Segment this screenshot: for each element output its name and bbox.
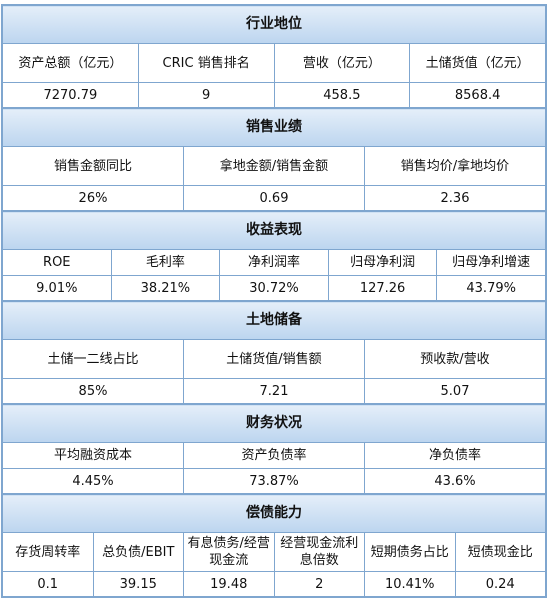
metric-label: 净负债率 [364,442,546,469]
value-row: 4.45% 73.87% 43.6% [2,468,546,494]
metric-label: 土储货值/销售额 [183,339,365,379]
metric-label: 短债现金比 [454,532,546,572]
metric-label: CRIC 销售排名 [137,43,275,83]
label-row: 资产总额（亿元） CRIC 销售排名 营收（亿元） 土储货值（亿元） [2,43,546,83]
section-title: 偿债能力 [2,494,546,533]
metric-label: 归母净利润 [327,249,438,276]
section-table: 行业地位 资产总额（亿元） CRIC 销售排名 营收（亿元） 土储货值（亿元） 7270.… [2,5,546,108]
label-row: 存货周转率 总负债/EBIT 有息债务/经营现金流 经营现金流利息倍数 短期债务占比 短债… [2,532,546,572]
metric-value: 73.87% [183,468,365,494]
metric-label: 经营现金流利息倍数 [273,532,365,572]
metric-label: 平均融资成本 [2,442,184,469]
section-header-row: 偿债能力 [2,494,546,533]
metric-value: 0.1 [2,571,94,597]
metric-label: 归母净利增速 [436,249,546,276]
metric-value: 2.36 [364,185,546,211]
metric-label: 净利润率 [219,249,329,276]
value-row: 9.01% 38.21% 30.72% 127.26 43.79% [2,275,546,301]
metric-label: 营收（亿元） [273,43,411,83]
label-row: 销售金额同比 拿地金额/销售金额 销售均价/拿地均价 [2,146,546,186]
section-table: 财务状况 平均融资成本 资产负债率 净负债率 4.45% 73.87% 43.6% [2,404,546,494]
metric-value: 127.26 [327,275,438,301]
metric-value: 458.5 [273,82,411,108]
metric-label: ROE [2,249,112,276]
metric-value: 9.01% [2,275,112,301]
section-title: 财务状况 [2,404,546,443]
metric-value: 39.15 [92,571,184,597]
indicator-table: 行业地位 资产总额（亿元） CRIC 销售排名 营收（亿元） 土储货值（亿元） 7270.… [1,4,547,598]
metric-value: 43.79% [436,275,546,301]
metric-label: 土储一二线占比 [2,339,184,379]
metric-value: 43.6% [364,468,546,494]
page: 行业地位 资产总额（亿元） CRIC 销售排名 营收（亿元） 土储货值（亿元） 7270.… [1,4,547,598]
metric-label: 拿地金额/销售金额 [183,146,365,186]
value-row: 0.1 39.15 19.48 2 10.41% 0.24 [2,571,546,597]
metric-label: 土储货值（亿元） [409,43,546,83]
metric-value: 30.72% [219,275,329,301]
metric-value: 7270.79 [2,82,139,108]
metric-value: 8568.4 [409,82,546,108]
metric-label: 销售均价/拿地均价 [364,146,546,186]
section-table: 收益表现 ROE 毛利率 净利润率 归母净利润 归母净利增速 9.01% 38.21% 30.7… [2,211,546,301]
section-title: 土地储备 [2,301,546,340]
metric-value: 7.21 [183,378,365,404]
section-title: 销售业绩 [2,108,546,147]
metric-label: 存货周转率 [2,532,94,572]
metric-value: 0.24 [454,571,546,597]
metric-value: 26% [2,185,184,211]
section-header-row: 收益表现 [2,211,546,250]
value-row: 85% 7.21 5.07 [2,378,546,404]
section-header-row: 行业地位 [2,5,546,44]
metric-value: 0.69 [183,185,365,211]
metric-value: 5.07 [364,378,546,404]
metric-label: 毛利率 [110,249,221,276]
metric-value: 4.45% [2,468,184,494]
metric-value: 19.48 [183,571,275,597]
value-row: 26% 0.69 2.36 [2,185,546,211]
metric-value: 2 [273,571,365,597]
metric-label: 资产负债率 [183,442,365,469]
metric-value: 9 [137,82,275,108]
label-row: ROE 毛利率 净利润率 归母净利润 归母净利增速 [2,249,546,276]
metric-value: 10.41% [364,571,456,597]
section-table: 偿债能力 存货周转率 总负债/EBIT 有息债务/经营现金流 经营现金流利息倍数 短期债务… [2,494,546,597]
section-header-row: 财务状况 [2,404,546,443]
section-table: 土地储备 土储一二线占比 土储货值/销售额 预收款/营收 85% 7.21 5.07 [2,301,546,404]
section-table: 销售业绩 销售金额同比 拿地金额/销售金额 销售均价/拿地均价 26% 0.69 2.36 [2,108,546,211]
metric-label: 资产总额（亿元） [2,43,139,83]
section-header-row: 销售业绩 [2,108,546,147]
label-row: 土储一二线占比 土储货值/销售额 预收款/营收 [2,339,546,379]
metric-label: 短期债务占比 [364,532,456,572]
metric-label: 预收款/营收 [364,339,546,379]
metric-label: 总负债/EBIT [92,532,184,572]
section-title: 行业地位 [2,5,546,44]
section-title: 收益表现 [2,211,546,250]
value-row: 7270.79 9 458.5 8568.4 [2,82,546,108]
metric-value: 85% [2,378,184,404]
label-row: 平均融资成本 资产负债率 净负债率 [2,442,546,469]
metric-value: 38.21% [110,275,221,301]
metric-label: 有息债务/经营现金流 [183,532,275,572]
metric-label: 销售金额同比 [2,146,184,186]
section-header-row: 土地储备 [2,301,546,340]
